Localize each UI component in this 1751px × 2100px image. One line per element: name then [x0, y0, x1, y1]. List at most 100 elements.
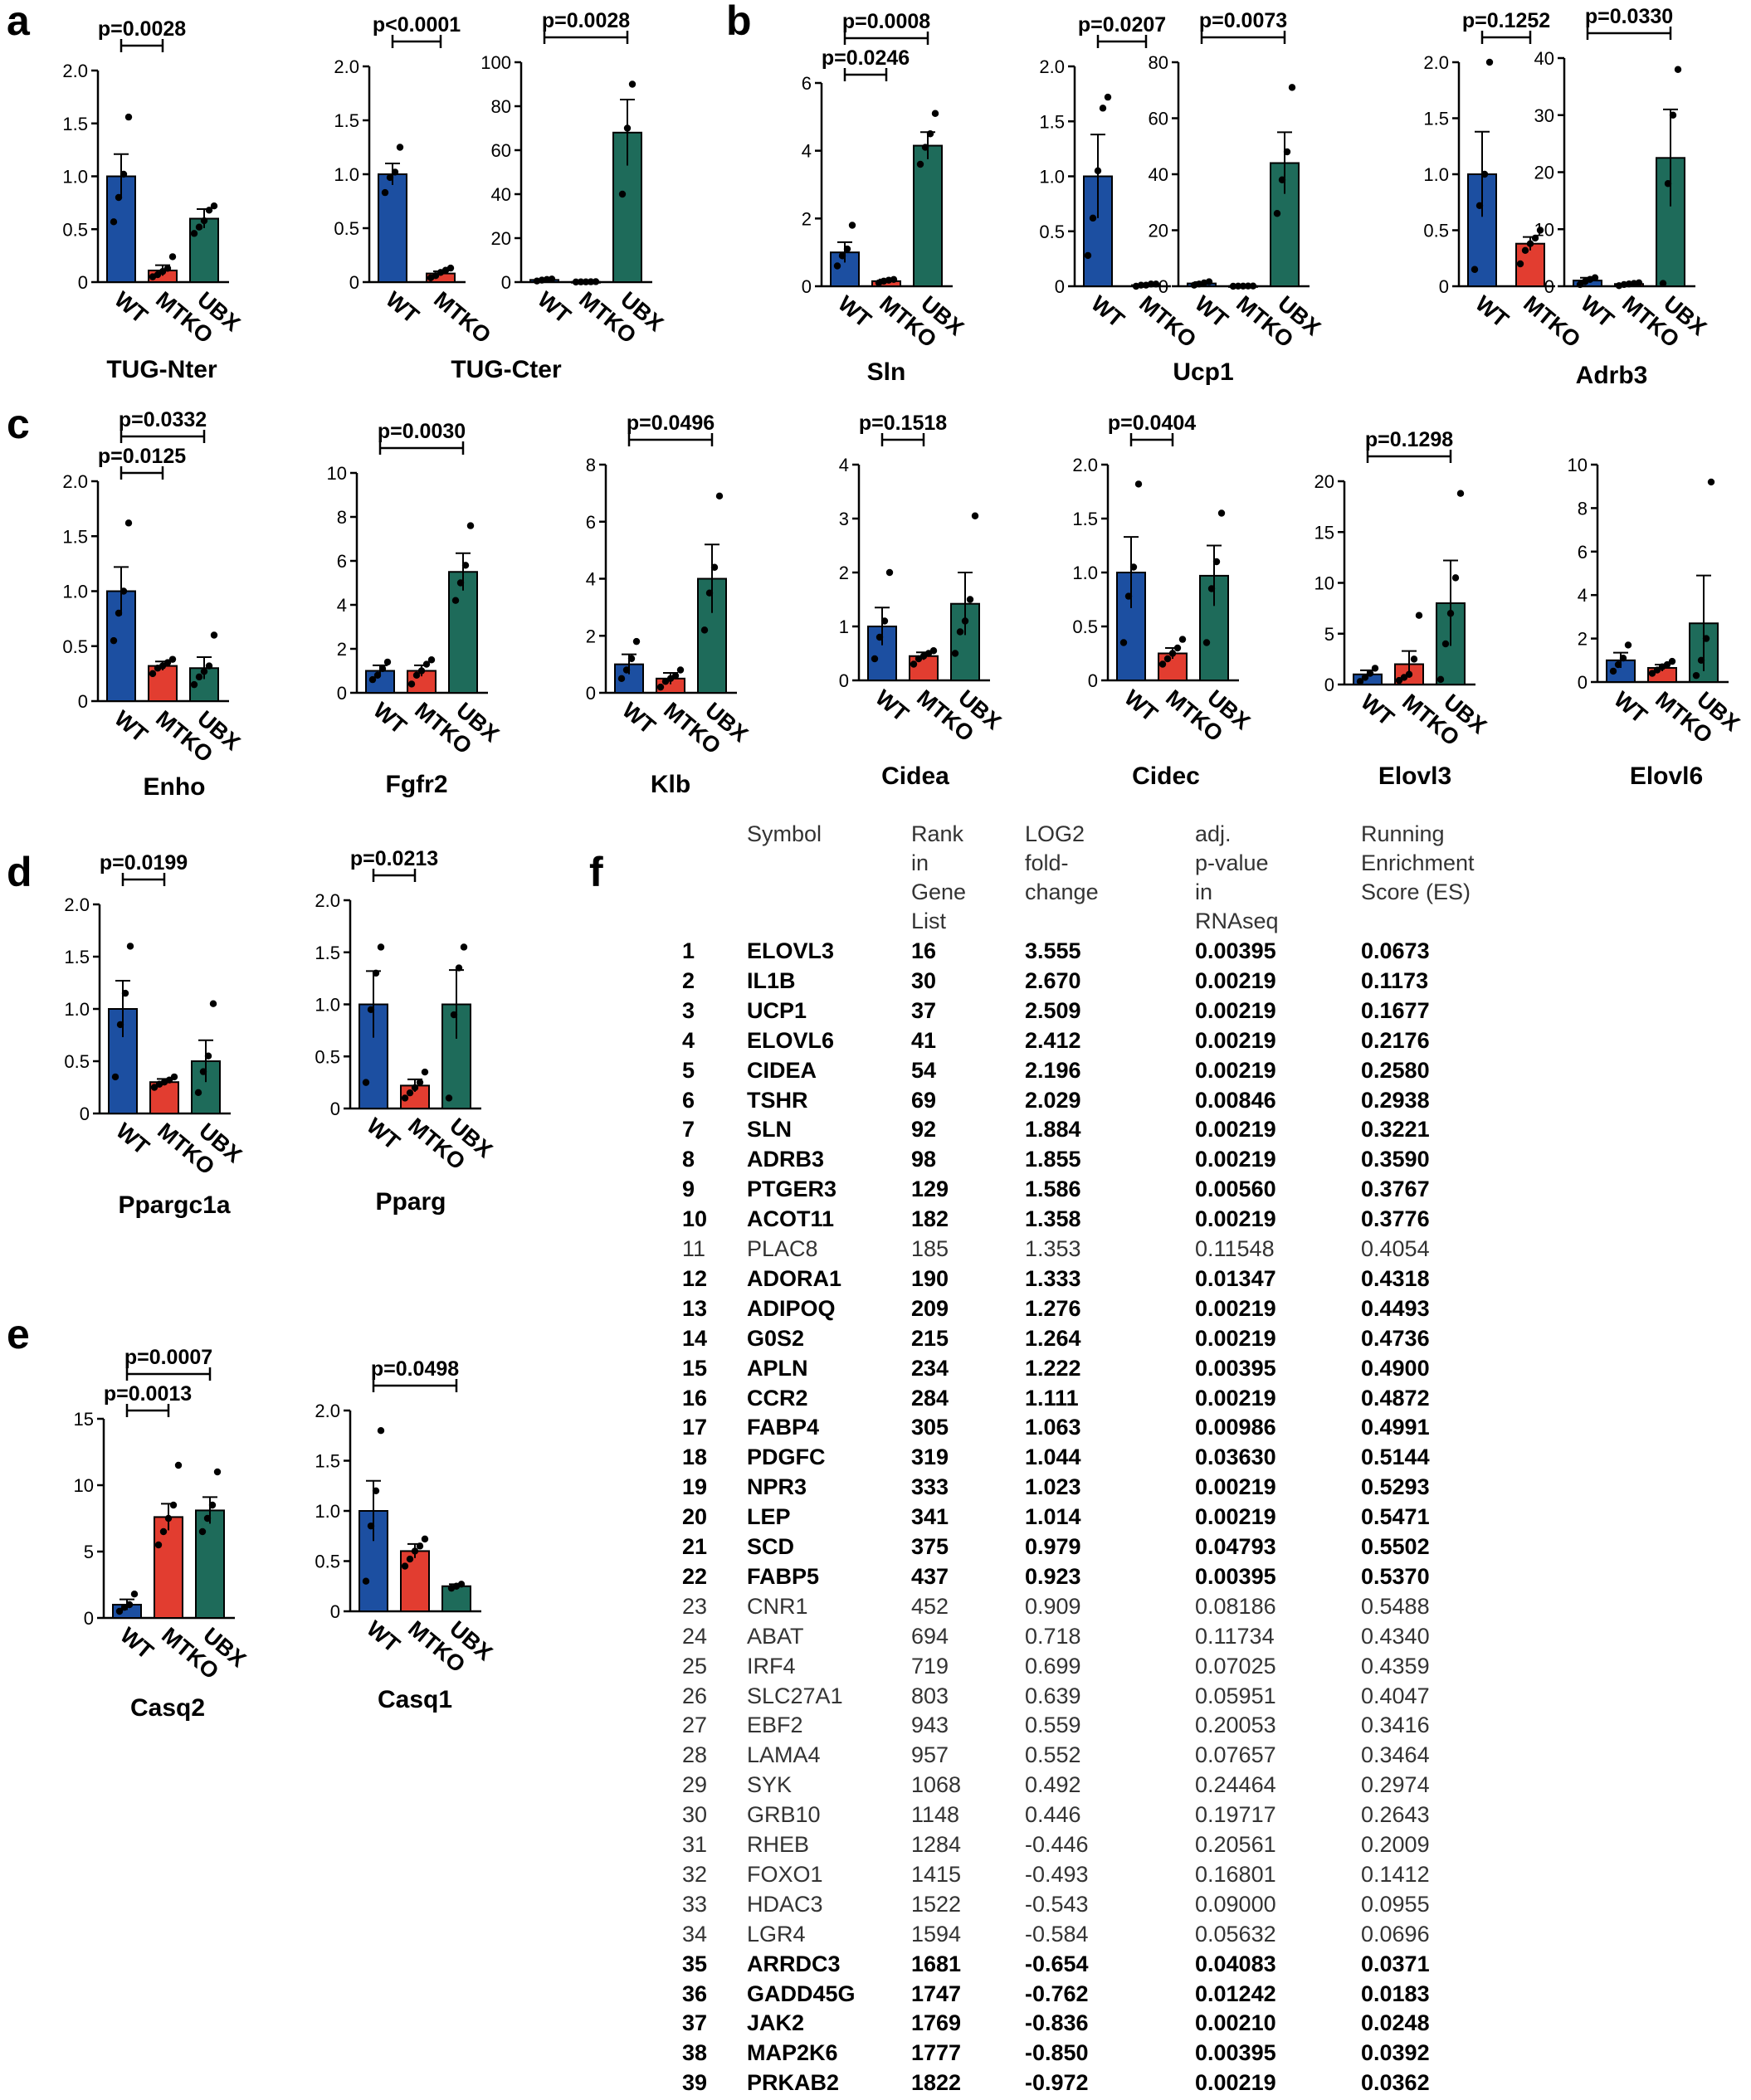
p-value-label: p=0.0332 — [119, 408, 207, 431]
data-point — [548, 275, 556, 283]
bar-ubx — [913, 144, 943, 287]
cell-symbol: APLN — [747, 1355, 808, 1381]
data-point — [451, 597, 460, 604]
data-point — [121, 989, 129, 997]
cell-rank: 16 — [911, 938, 937, 963]
cell-adjp: 0.00219 — [1195, 1474, 1276, 1500]
y-tick-label: 1 — [839, 616, 849, 637]
y-tick-label: 6 — [586, 512, 596, 533]
cell-rank: 1415 — [911, 1861, 962, 1887]
data-point — [1692, 671, 1700, 680]
bar-ubx — [195, 1509, 225, 1620]
y-tick-label: 2 — [839, 563, 849, 583]
data-point — [1129, 563, 1138, 571]
y-tick-label: 1.0 — [1423, 164, 1449, 185]
data-point — [1239, 282, 1247, 290]
cell-adjp: 0.01242 — [1195, 1981, 1276, 2006]
data-point — [457, 1581, 466, 1588]
cell-symbol: ADORA1 — [747, 1265, 842, 1291]
y-tick-label: 15 — [1314, 522, 1334, 543]
data-point — [407, 680, 416, 688]
y-tick-label: 4 — [337, 595, 347, 616]
cell-rank: 333 — [911, 1474, 949, 1500]
y-tick-label: 2.0 — [315, 890, 340, 911]
data-point — [1147, 280, 1155, 288]
data-point — [125, 1601, 134, 1609]
cell-symbol: MAP2K6 — [747, 2040, 838, 2066]
cell-log2: -0.762 — [1025, 1981, 1089, 2006]
data-point — [1526, 240, 1534, 247]
data-point — [149, 670, 157, 678]
data-point — [1664, 180, 1672, 188]
data-point — [1249, 282, 1257, 290]
cell-es: 0.2176 — [1361, 1027, 1430, 1053]
y-tick-label: 1.5 — [62, 114, 88, 134]
cell-es: 0.0673 — [1361, 938, 1430, 963]
data-point — [1485, 58, 1494, 66]
cell-n: 25 — [682, 1653, 708, 1679]
cell-adjp: 0.00219 — [1195, 1206, 1276, 1232]
y-tick-label: 0 — [1055, 276, 1065, 297]
y-tick-label: 0.5 — [1423, 221, 1449, 241]
cell-symbol: ARRDC3 — [747, 1951, 841, 1976]
data-point — [715, 492, 724, 500]
cell-rank: 1284 — [911, 1832, 962, 1857]
bar-charts: 00.51.01.52.0WTMTKOUBXp=0.0028TUG-Nter00… — [62, 5, 1744, 1722]
data-point — [1217, 509, 1226, 517]
data-point — [1158, 660, 1167, 668]
cell-es: 0.2009 — [1361, 1832, 1430, 1857]
data-point — [587, 278, 595, 285]
y-tick-label: 1.5 — [1039, 111, 1065, 132]
cell-es: 0.5488 — [1361, 1593, 1430, 1619]
cell-rank: 129 — [911, 1177, 949, 1202]
cell-adjp: 0.00219 — [1195, 1295, 1276, 1321]
data-point — [367, 1522, 375, 1530]
y-tick-label: 2.0 — [315, 1401, 340, 1421]
data-point — [1207, 585, 1216, 592]
bar-wt — [106, 175, 136, 283]
cell-log2: -0.836 — [1025, 2010, 1089, 2036]
chart-title: TUG-Cter — [451, 356, 562, 383]
cell-symbol: FOXO1 — [747, 1861, 823, 1887]
panel-letter-d: d — [7, 849, 32, 895]
cell-adjp: 0.00560 — [1195, 1177, 1276, 1202]
y-tick-label: 0.5 — [1039, 222, 1065, 242]
cell-symbol: CCR2 — [747, 1385, 808, 1411]
x-tick-label-wt: WT — [381, 287, 424, 329]
x-tick-label-mtko: MTKO — [429, 287, 495, 348]
p-value-label: p=0.0007 — [124, 1346, 212, 1369]
cell-log2: 1.264 — [1025, 1325, 1081, 1351]
data-point — [163, 265, 172, 272]
cell-es: 0.4318 — [1361, 1265, 1430, 1291]
table-row: 28 LAMA4 957 0.552 0.07657 0.3464 — [0, 1742, 1430, 1772]
cell-es: 0.2643 — [1361, 1802, 1430, 1828]
chart-title: Sln — [867, 358, 906, 386]
cell-rank: 1747 — [911, 1981, 962, 2006]
cell-es: 0.0696 — [1361, 1921, 1430, 1947]
cell-adjp: 0.11734 — [1195, 1623, 1275, 1649]
cell-adjp: 0.05951 — [1195, 1683, 1276, 1708]
cell-es: 0.0955 — [1361, 1891, 1430, 1917]
cell-rank: 1522 — [911, 1891, 962, 1917]
cell-log2: 1.358 — [1025, 1206, 1081, 1232]
p-value-label: p=0.1252 — [1462, 9, 1550, 32]
bar-ubx — [189, 217, 219, 283]
data-point — [1591, 274, 1599, 281]
cell-es: 0.4493 — [1361, 1295, 1430, 1321]
data-point — [381, 188, 389, 197]
cell-symbol: EBF2 — [747, 1713, 803, 1738]
cell-log2: 1.014 — [1025, 1504, 1081, 1530]
cell-es: 0.3464 — [1361, 1742, 1430, 1768]
data-point — [880, 617, 889, 625]
y-tick-label: 0 — [839, 670, 849, 691]
y-tick-label: 20 — [1149, 221, 1168, 241]
data-point — [1702, 635, 1710, 642]
table-row: 31 RHEB 1284 -0.446 0.20561 0.2009 — [0, 1832, 1430, 1862]
data-point — [406, 1555, 414, 1563]
data-point — [1178, 636, 1187, 643]
data-point — [622, 666, 631, 674]
y-tick-label: 0 — [1544, 276, 1554, 297]
cell-rank: 41 — [911, 1027, 937, 1053]
data-point — [417, 667, 426, 675]
